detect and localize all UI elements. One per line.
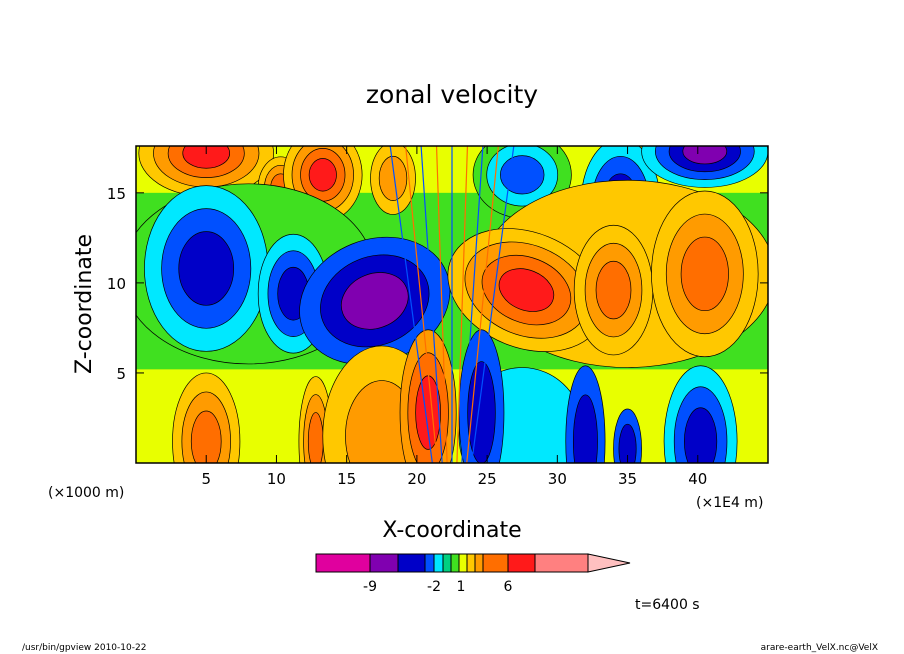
contour-band	[307, 412, 324, 463]
contour-band	[378, 155, 408, 201]
colorbar	[315, 553, 631, 573]
x-tick-label: 20	[407, 470, 426, 488]
x-unit-right: (×1E4 m)	[696, 495, 763, 511]
contour-band	[618, 423, 637, 463]
contour-band	[340, 272, 409, 330]
x-axis: 5 10 15 20 25 30 35 40	[201, 146, 707, 488]
colorbar-swatch	[424, 553, 435, 573]
x-tick-label: 15	[337, 470, 356, 488]
plume-line	[435, 146, 448, 463]
contour-band	[684, 407, 718, 463]
x-tick-label: 5	[201, 470, 211, 488]
y-axis: 5 10 15	[107, 185, 768, 383]
contour-band	[595, 260, 632, 320]
x-tick-label: 40	[688, 470, 707, 488]
contour-band	[680, 236, 729, 312]
colorbar-swatch	[433, 553, 444, 573]
x-unit-left: (×1000 m)	[48, 485, 124, 501]
x-tick-label: 35	[618, 470, 637, 488]
y-axis-label: Z-coordinate	[72, 234, 97, 374]
colorbar-swatch	[450, 553, 460, 573]
plume-line	[466, 146, 499, 463]
colorbar-label: -9	[363, 579, 377, 595]
colorbar-swatch	[442, 553, 452, 573]
plume-line	[471, 146, 515, 463]
contour-band	[500, 155, 545, 195]
plume-line	[405, 146, 438, 463]
contour-band	[682, 146, 728, 165]
colorbar-label: -2	[427, 579, 441, 595]
chart-title: zonal velocity	[366, 80, 538, 109]
contour-band	[308, 158, 337, 192]
colorbar-swatch	[369, 553, 399, 573]
plot-area	[136, 146, 768, 463]
y-tick-label: 15	[107, 185, 126, 203]
plume-line	[456, 146, 469, 463]
contour-field	[136, 146, 768, 463]
x-tick-label: 10	[267, 470, 286, 488]
plot-frame	[135, 145, 769, 464]
plume-line	[461, 146, 484, 463]
time-label: t=6400 s	[635, 597, 700, 613]
contour-band	[178, 231, 235, 306]
colorbar-swatch	[315, 553, 371, 573]
contour-band	[182, 146, 231, 169]
y-tick-label: 10	[107, 275, 126, 293]
colorbar-label: 1	[457, 579, 466, 595]
contour-band	[190, 410, 222, 463]
colorbar-swatch	[466, 553, 476, 573]
footer-right: arare-earth_VelX.nc@VelX	[761, 643, 878, 653]
colorbar-labels: -9 -2 1 6	[363, 579, 513, 595]
contour-band	[498, 268, 555, 312]
plume-line	[389, 146, 433, 463]
colorbar-swatch	[482, 553, 509, 573]
x-tick-label: 25	[478, 470, 497, 488]
footer-left: /usr/bin/gpview 2010-10-22	[22, 643, 146, 653]
colorbar-label: 6	[504, 579, 513, 595]
colorbar-swatch	[534, 553, 589, 573]
contour-band	[572, 394, 598, 463]
x-axis-label: X-coordinate	[382, 518, 521, 543]
x-tick-label: 30	[548, 470, 567, 488]
plume-line	[420, 146, 443, 463]
colorbar-swatch	[507, 553, 536, 573]
y-tick-label: 5	[116, 365, 126, 383]
colorbar-arrow	[587, 553, 631, 573]
colorbar-swatch	[397, 553, 426, 573]
colorbar-swatch	[458, 553, 468, 573]
colorbar-swatch	[474, 553, 484, 573]
